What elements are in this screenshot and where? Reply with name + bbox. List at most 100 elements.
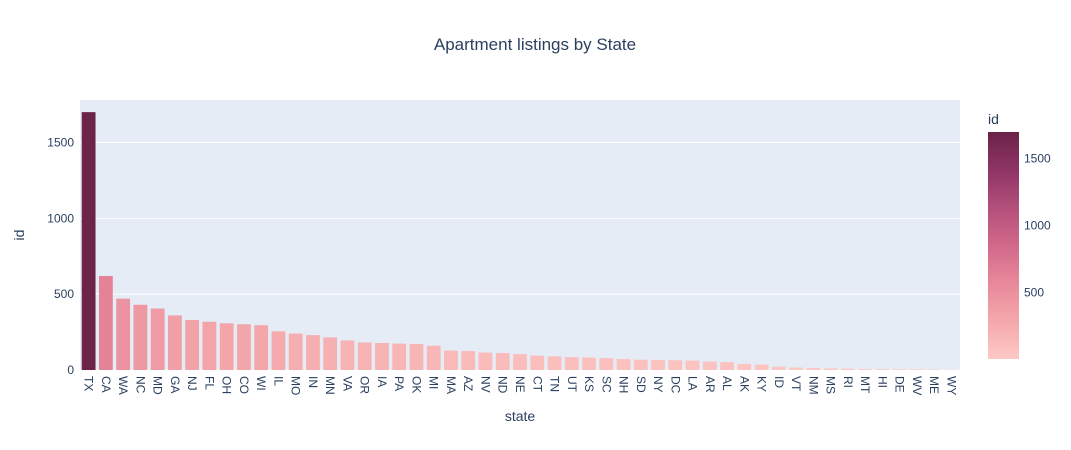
- x-tick-label: SC: [599, 376, 613, 393]
- bar-co[interactable]: [237, 324, 251, 370]
- bar-sd[interactable]: [633, 359, 648, 370]
- bar-sc[interactable]: [599, 358, 614, 370]
- y-axis-ticks: 0 500 1000 1500: [47, 135, 74, 377]
- bar-wa[interactable]: [116, 298, 131, 370]
- bar-ct[interactable]: [530, 355, 545, 370]
- bar-ca[interactable]: [98, 275, 113, 370]
- x-tick-label: MO: [289, 376, 303, 395]
- x-tick-label: ME: [927, 376, 941, 394]
- bar-oh[interactable]: [219, 323, 234, 370]
- x-tick-label: NC: [133, 376, 147, 394]
- bar-nv[interactable]: [478, 352, 493, 370]
- bar-tx[interactable]: [81, 112, 96, 371]
- bar-nc[interactable]: [133, 304, 148, 370]
- bar-ny[interactable]: [651, 359, 665, 370]
- bar-pa[interactable]: [392, 343, 407, 370]
- bar-ms[interactable]: [823, 368, 838, 370]
- bar-mt[interactable]: [858, 368, 872, 370]
- x-tick-label: RI: [841, 376, 855, 388]
- y-tick-label: 500: [54, 287, 74, 301]
- x-tick-label: OH: [220, 376, 234, 394]
- x-tick-label: IL: [271, 376, 285, 386]
- x-axis-ticks: TX CA WA NC MD GA NJ FL OH CO WI IL MO IN MN VA OR IA PA OK…: [82, 376, 959, 395]
- bar-va[interactable]: [340, 340, 355, 370]
- bar-ri[interactable]: [840, 368, 855, 370]
- x-tick-label: LA: [686, 376, 700, 391]
- bar-ia[interactable]: [375, 343, 389, 370]
- x-tick-label: WA: [116, 376, 130, 395]
- x-tick-label: MS: [824, 376, 838, 394]
- bar-nj[interactable]: [185, 319, 200, 370]
- bars: [81, 112, 959, 371]
- bar-hi[interactable]: [875, 369, 890, 370]
- x-tick-label: MI: [427, 376, 441, 389]
- x-tick-label: WI: [254, 376, 268, 391]
- bar-ky[interactable]: [754, 364, 769, 370]
- x-tick-label: CO: [237, 376, 251, 394]
- x-tick-label: MT: [858, 376, 872, 394]
- colorbar: id 500 1000 1500: [988, 111, 1051, 359]
- bar-de[interactable]: [892, 369, 907, 370]
- x-tick-label: NJ: [185, 376, 199, 391]
- bar-fl[interactable]: [202, 321, 217, 370]
- bar-ga[interactable]: [168, 315, 182, 370]
- bar-az[interactable]: [461, 351, 476, 370]
- x-tick-label: KY: [755, 376, 769, 392]
- bar-nm[interactable]: [806, 368, 821, 370]
- bar-md[interactable]: [150, 308, 165, 370]
- bar-vt[interactable]: [789, 367, 803, 370]
- bar-in[interactable]: [306, 335, 320, 370]
- x-tick-label: AZ: [461, 376, 475, 391]
- x-tick-label: IN: [306, 376, 320, 388]
- y-tick-label: 1000: [47, 211, 74, 225]
- bar-ne[interactable]: [513, 354, 527, 370]
- x-tick-label: NM: [806, 376, 820, 395]
- bar-mo[interactable]: [288, 333, 303, 370]
- x-tick-label: OR: [358, 376, 372, 394]
- bar-tn[interactable]: [547, 356, 562, 370]
- x-tick-label: MD: [151, 376, 165, 395]
- bar-mn[interactable]: [323, 337, 338, 370]
- x-tick-label: MA: [444, 376, 458, 394]
- bar-nd[interactable]: [495, 353, 510, 370]
- x-tick-label: NY: [651, 376, 665, 393]
- x-tick-label: VT: [789, 376, 803, 392]
- bar-wv[interactable]: [909, 369, 924, 370]
- bar-wi[interactable]: [254, 325, 269, 370]
- bar-ut[interactable]: [564, 357, 579, 370]
- x-tick-label: OK: [409, 376, 423, 393]
- x-tick-label: DE: [893, 376, 907, 393]
- x-tick-label: VA: [340, 376, 354, 391]
- x-tick-label: MN: [323, 376, 337, 395]
- y-tick-label: 0: [67, 363, 74, 377]
- x-tick-label: NH: [617, 376, 631, 393]
- x-tick-label: PA: [392, 376, 406, 391]
- bar-al[interactable]: [720, 362, 734, 370]
- x-tick-label: WV: [910, 376, 924, 395]
- bar-ak[interactable]: [737, 363, 752, 370]
- x-tick-label: HI: [875, 376, 889, 388]
- x-tick-label: GA: [168, 376, 182, 393]
- x-tick-label: UT: [565, 376, 579, 393]
- x-tick-label: SD: [634, 376, 648, 393]
- bar-ks[interactable]: [582, 357, 596, 370]
- bar-ok[interactable]: [409, 343, 424, 370]
- bar-il[interactable]: [271, 331, 286, 370]
- x-axis-title: state: [505, 408, 536, 424]
- colorbar-ticks: 500 1000 1500: [1024, 152, 1051, 300]
- x-tick-label: ND: [496, 376, 510, 394]
- x-tick-label: TX: [82, 376, 96, 391]
- bar-ma[interactable]: [444, 350, 458, 370]
- bar-or[interactable]: [357, 342, 372, 370]
- bar-la[interactable]: [685, 360, 700, 370]
- bar-dc[interactable]: [668, 360, 683, 370]
- bar-nh[interactable]: [616, 359, 631, 370]
- bar-ar[interactable]: [702, 361, 717, 370]
- colorbar-gradient: [988, 132, 1019, 359]
- bar-id[interactable]: [771, 366, 786, 370]
- x-tick-label: ID: [772, 376, 786, 388]
- bar-mi[interactable]: [426, 345, 441, 370]
- colorbar-tick-label: 1000: [1024, 219, 1051, 233]
- y-tick-label: 1500: [47, 135, 74, 149]
- x-tick-label: FL: [202, 376, 216, 390]
